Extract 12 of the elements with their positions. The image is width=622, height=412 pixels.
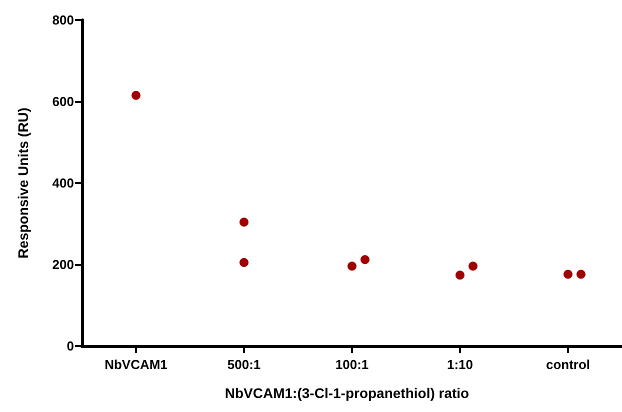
y-axis-title: Responsive Units (RU) (15, 108, 31, 258)
x-tick-label: 500:1 (227, 357, 261, 372)
x-tick-label: NbVCAM1 (104, 357, 168, 372)
x-axis-title: NbVCAM1:(3-Cl-1-propanethiol) ratio (224, 385, 470, 401)
y-tick-label: 800 (52, 12, 74, 28)
x-tick-label: control (546, 357, 590, 372)
y-tick-label: 600 (52, 94, 74, 109)
y-tick-label: 200 (52, 257, 74, 272)
y-tick-label: 400 (52, 176, 74, 190)
x-tick-label: 1:10 (446, 357, 474, 372)
y-tick-label: 0 (66, 338, 74, 354)
x-tick-label: 100:1 (335, 357, 369, 372)
